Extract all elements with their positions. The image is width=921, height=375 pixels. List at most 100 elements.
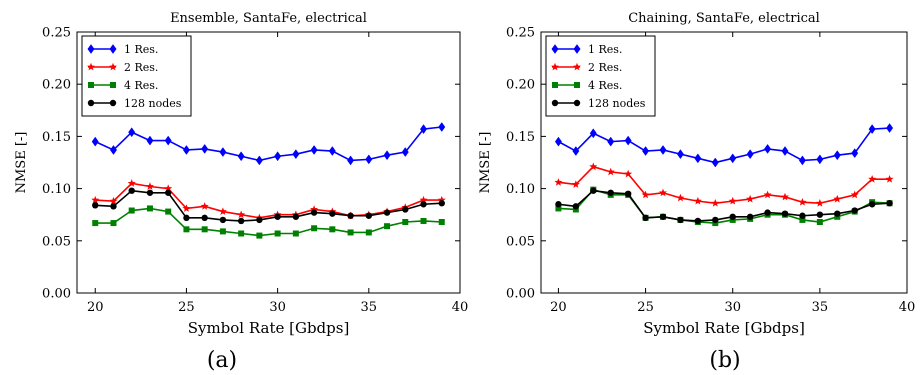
data-point <box>572 203 580 210</box>
legend-entry: 4 Res. <box>88 79 158 92</box>
y-tick-label: 0.10 <box>506 182 535 197</box>
data-point <box>92 220 99 227</box>
data-point <box>383 209 391 216</box>
data-point <box>109 196 118 205</box>
data-point <box>92 202 99 209</box>
data-point <box>555 205 562 212</box>
data-point <box>311 225 318 232</box>
data-point <box>292 230 299 237</box>
legend-entry: 1 Res. <box>551 43 622 56</box>
data-point <box>746 213 754 220</box>
data-point <box>164 135 172 146</box>
data-point <box>256 232 263 239</box>
x-tick-label: 30 <box>269 300 286 315</box>
legend-marker <box>574 82 580 88</box>
data-point <box>310 205 319 213</box>
data-point <box>624 190 632 198</box>
data-point <box>868 201 876 208</box>
legend-marker <box>109 99 117 107</box>
data-point <box>590 187 597 194</box>
legend: 1 Res. 2 Res. 4 Res. 128 nodes <box>81 35 192 117</box>
data-point <box>868 175 877 183</box>
data-point <box>712 216 719 224</box>
data-point <box>256 216 263 224</box>
data-point <box>145 182 154 190</box>
data-point <box>218 207 227 215</box>
y-tick-label: 0.05 <box>506 234 535 249</box>
data-point <box>693 196 702 205</box>
data-point <box>798 155 806 166</box>
legend: 1 Res. 2 Res. 4 Res. 128 nodes <box>545 35 656 117</box>
x-tick-label: 25 <box>178 300 195 315</box>
data-point <box>437 195 446 204</box>
data-point <box>746 194 755 203</box>
y-tick-label: 0.10 <box>42 182 71 197</box>
data-point <box>572 146 580 156</box>
data-point <box>419 195 428 204</box>
data-point <box>571 180 580 188</box>
data-point <box>659 188 667 197</box>
data-point <box>555 201 562 208</box>
data-point <box>347 155 355 166</box>
legend-marker <box>551 99 559 107</box>
y-tick-label: 0.25 <box>506 26 535 41</box>
data-point <box>641 190 650 199</box>
data-point <box>607 136 615 147</box>
data-point <box>237 151 245 162</box>
legend-marker <box>551 44 559 54</box>
legend-label: 1 Res. <box>588 43 622 56</box>
data-point <box>815 199 824 207</box>
x-tick-label: 40 <box>899 300 916 315</box>
data-point <box>109 145 117 155</box>
data-point <box>183 226 190 233</box>
legend-marker <box>552 82 558 88</box>
data-point <box>886 200 893 207</box>
data-point <box>781 210 789 217</box>
data-point <box>676 193 685 202</box>
data-point <box>402 219 409 226</box>
y-tick-label: 0.20 <box>506 78 535 93</box>
data-point <box>781 192 789 201</box>
data-point <box>183 214 190 222</box>
data-point <box>833 150 841 161</box>
y-tick-label: 0.25 <box>42 26 71 41</box>
legend-marker <box>88 82 94 88</box>
data-point <box>851 207 858 214</box>
data-point <box>201 143 209 154</box>
data-point <box>851 148 859 159</box>
data-point <box>237 210 246 219</box>
legend-marker <box>87 44 95 54</box>
x-axis-label: Symbol Rate [Gbdps] <box>643 319 805 337</box>
data-point <box>885 175 894 183</box>
legend-marker <box>87 99 95 107</box>
x-axis-label: Symbol Rate [Gbdps] <box>188 319 350 337</box>
data-point <box>182 145 190 155</box>
x-tick-label: 20 <box>550 300 567 315</box>
data-point <box>110 220 117 227</box>
data-point <box>182 204 191 212</box>
data-point <box>219 216 227 224</box>
series-line <box>95 207 442 237</box>
legend-label: 128 nodes <box>588 97 646 110</box>
legend-entry: 128 nodes <box>551 97 646 110</box>
data-point <box>401 147 409 157</box>
data-point <box>292 213 300 220</box>
data-point <box>438 200 445 207</box>
data-point <box>438 122 446 132</box>
data-point <box>677 216 684 224</box>
chart-panel-a: Ensemble, SantaFe, electrical 20 25 30 35 40 0… <box>14 11 468 373</box>
data-point <box>420 217 427 224</box>
data-point <box>554 136 562 147</box>
data-point <box>274 230 281 237</box>
data-point <box>164 184 173 192</box>
data-point <box>274 213 281 220</box>
series-2-res- <box>554 162 894 207</box>
data-point <box>606 167 615 176</box>
plot-frame <box>76 31 461 294</box>
data-point <box>420 124 428 135</box>
legend-label: 2 Res. <box>124 61 158 74</box>
data-point <box>763 190 772 199</box>
data-point <box>711 157 719 168</box>
data-point <box>201 226 208 233</box>
